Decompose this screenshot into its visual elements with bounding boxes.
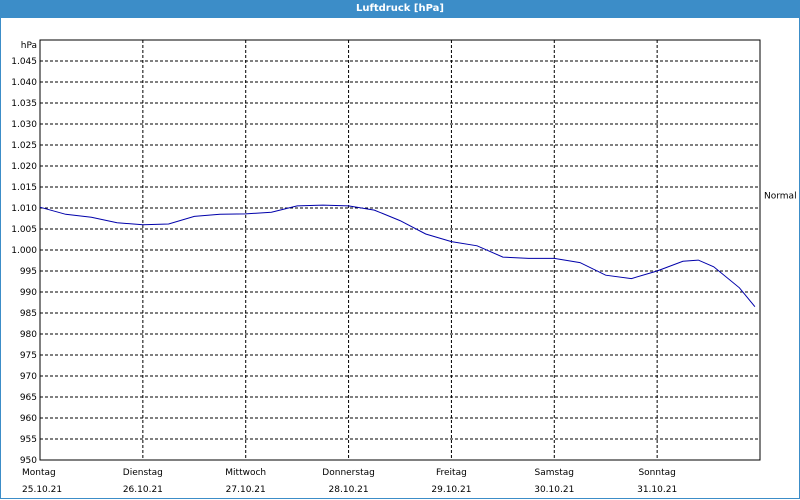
x-tick-day: Dienstag [123,468,163,478]
y-tick-label: 1.015 [11,183,37,193]
x-tick-day: Sonntag [638,468,675,478]
reference-label: Normal [764,191,797,201]
y-axis-ticks: 950 955 960 965 970 975 980 985 990 995 1.000 1.005… [11,57,37,466]
x-tick-day: Donnerstag [322,468,375,478]
x-tick-day: Mittwoch [225,468,266,478]
y-tick-label: 1.030 [11,120,37,130]
y-tick-label: 1.010 [11,204,37,214]
x-tick-date: 27.10.21 [226,485,266,495]
y-tick-label: 985 [20,309,37,319]
x-tick-date: 31.10.21 [637,485,677,495]
y-tick-label: 1.045 [11,57,37,67]
y-tick-label: 975 [20,351,37,361]
x-tick-date: 26.10.21 [123,485,163,495]
chart-grid [40,40,760,460]
y-tick-label: 1.025 [11,141,37,151]
window-title: Luftdruck [hPa] [0,0,800,18]
y-tick-label: 965 [20,393,37,403]
y-tick-label: 960 [20,414,37,424]
x-tick-date: 25.10.21 [22,485,62,495]
y-tick-label: 1.035 [11,99,37,109]
y-tick-label: 1.005 [11,225,37,235]
y-tick-label: 995 [20,267,37,277]
x-tick-day: Freitag [436,468,467,478]
y-tick-label: 980 [20,330,37,340]
y-tick-label: 1.000 [11,246,37,256]
x-tick-day: Samstag [535,468,574,478]
series-line-luftdruck [39,204,756,308]
x-axis-ticks: Montag 25.10.21 Dienstag 26.10.21 Mittwoch 27… [22,468,677,495]
y-tick-label: 950 [20,456,37,466]
y-axis-label: hPa [21,41,37,51]
y-tick-label: 970 [20,372,37,382]
y-tick-label: 1.040 [11,78,37,88]
x-tick-date: 29.10.21 [431,485,471,495]
x-tick-day: Montag [22,468,56,478]
plot-border [39,39,761,461]
y-tick-label: 1.020 [11,162,37,172]
y-tick-label: 990 [20,288,37,298]
y-tick-label: 955 [20,435,37,445]
x-tick-date: 30.10.21 [534,485,574,495]
x-tick-date: 28.10.21 [329,485,369,495]
